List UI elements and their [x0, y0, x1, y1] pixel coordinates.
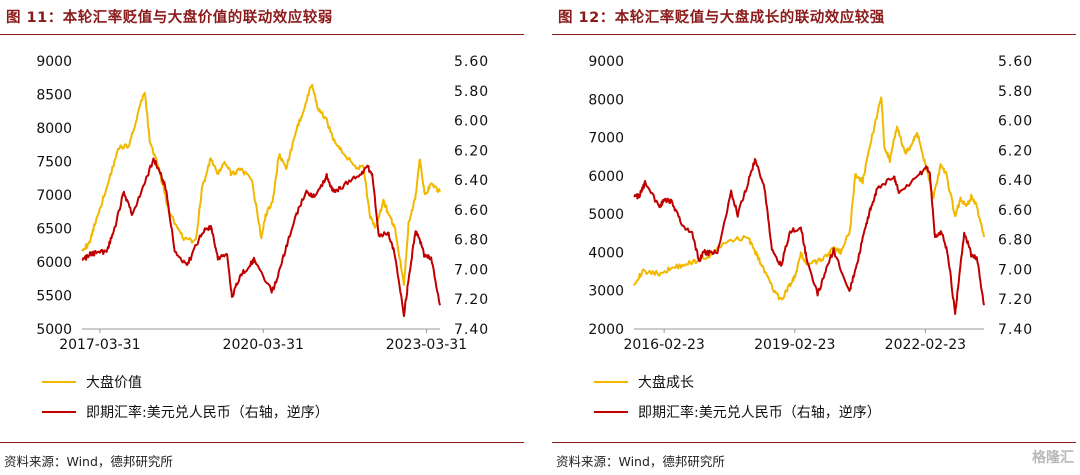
y-right-tick-label: 6.20 [454, 143, 489, 159]
y-left-tick-label: 6000 [36, 255, 72, 271]
legend-swatch [594, 381, 628, 383]
chart-title: 图 12：本轮汇率贬值与大盘成长的联动效应较强 [558, 10, 885, 26]
line-chart-value: 9000 8500 8000 7500 7000 6500 6000 5500 5000 5.60… [36, 54, 489, 352]
line-chart-growth: 9000 8000 7000 6000 5000 4000 3000 2000 5.60 5.80… [588, 54, 1033, 352]
y-left-tick-label: 3000 [588, 284, 624, 300]
legend-swatch [42, 381, 76, 383]
y-right-tick-label: 6.80 [454, 233, 489, 249]
legend-label: 大盘价值 [86, 375, 142, 391]
chart-panel-right: 图 12：本轮汇率贬值与大盘成长的联动效应较强 9000 8000 7000 6000… [552, 0, 1080, 475]
y-left-tick-label: 8000 [588, 92, 624, 108]
legend-swatch [42, 411, 76, 413]
y-left-tick-label: 6500 [36, 222, 72, 238]
y-right-tick-label: 7.40 [454, 322, 489, 338]
legend-label: 即期汇率:美元兑人民币（右轴，逆序） [638, 405, 881, 421]
source-note: 资料来源：Wind，德邦研究所 [4, 454, 173, 469]
y-right-tick-label: 6.40 [998, 173, 1033, 189]
series-line [81, 157, 441, 318]
x-tick-label: 2017-03-31 [59, 337, 140, 352]
y-right-tick-label: 6.00 [998, 114, 1033, 130]
y-left-tick-label: 6000 [588, 169, 624, 185]
y-left-tick-label: 5000 [36, 322, 72, 338]
y-right-tick-label: 6.40 [454, 173, 489, 189]
chart-title: 图 11：本轮汇率贬值与大盘价值的联动效应较弱 [6, 10, 333, 26]
y-right-tick-label: 5.80 [454, 84, 489, 100]
y-right-tick-label: 7.40 [998, 322, 1033, 338]
x-tick-label: 2016-02-23 [623, 337, 704, 352]
y-left-tick-label: 8000 [36, 121, 72, 137]
legend-swatch [594, 411, 628, 413]
title-rule [552, 34, 1076, 35]
x-tick-label: 2020-03-31 [223, 337, 304, 352]
y-right-tick-label: 7.20 [454, 292, 489, 308]
x-tick-label: 2022-02-23 [885, 337, 966, 352]
y-right-tick-label: 5.80 [998, 84, 1033, 100]
y-right-tick-label: 5.60 [998, 54, 1033, 70]
footer-rule [552, 442, 1076, 443]
chart-panel-left: 图 11：本轮汇率贬值与大盘价值的联动效应较弱 9000 8500 8000 7500… [0, 0, 528, 475]
footer-rule [0, 442, 524, 443]
y-left-tick-label: 5500 [36, 289, 72, 305]
y-left-tick-label: 7000 [36, 188, 72, 204]
legend-label: 大盘成长 [638, 375, 694, 391]
series-line [81, 83, 441, 286]
y-right-tick-label: 7.20 [998, 292, 1033, 308]
y-left-tick-label: 4000 [588, 245, 624, 261]
title-rule [0, 34, 524, 35]
y-left-tick-label: 5000 [588, 207, 624, 223]
y-right-tick-label: 5.60 [454, 54, 489, 70]
legend-label: 即期汇率:美元兑人民币（右轴，逆序） [86, 405, 329, 421]
y-right-tick-label: 6.20 [998, 143, 1033, 159]
x-tick-label: 2019-02-23 [754, 337, 835, 352]
y-left-tick-label: 2000 [588, 322, 624, 338]
y-left-tick-label: 7500 [36, 155, 72, 171]
series-line [633, 158, 985, 315]
y-right-tick-label: 7.00 [454, 262, 489, 278]
y-left-tick-label: 7000 [588, 131, 624, 147]
y-right-tick-label: 6.60 [454, 203, 489, 219]
y-right-tick-label: 6.00 [454, 114, 489, 130]
watermark-logo: 格隆汇 [1032, 450, 1074, 466]
series-line [633, 96, 985, 301]
y-right-tick-label: 7.00 [998, 262, 1033, 278]
y-right-tick-label: 6.80 [998, 233, 1033, 249]
source-note: 资料来源：Wind，德邦研究所 [556, 454, 725, 469]
y-left-tick-label: 8500 [36, 88, 72, 104]
y-right-tick-label: 6.60 [998, 203, 1033, 219]
y-left-tick-label: 9000 [588, 54, 624, 70]
y-left-tick-label: 9000 [36, 54, 72, 70]
x-tick-label: 2023-03-31 [386, 337, 467, 352]
